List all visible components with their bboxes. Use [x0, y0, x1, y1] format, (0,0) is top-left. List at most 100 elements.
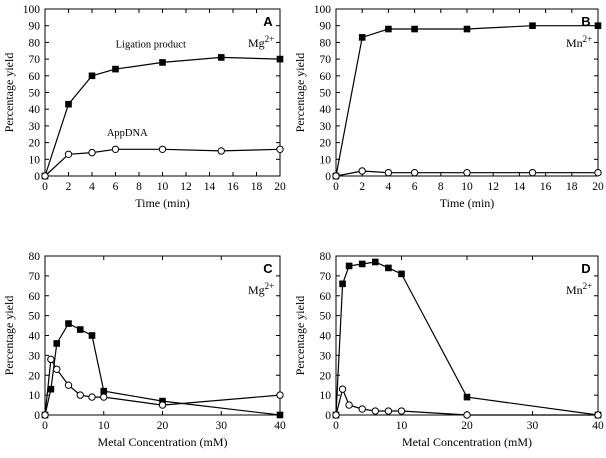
- data-point-square: [358, 260, 366, 268]
- data-point-circle: [397, 407, 406, 415]
- x-tick-label: 40: [274, 420, 286, 432]
- data-point-circle: [358, 167, 366, 175]
- data-point-square: [339, 280, 346, 288]
- data-point-square: [76, 326, 84, 333]
- data-point-square: [112, 65, 119, 73]
- panel-c: 0 10 20 30 40 50 60 70 80 0 10 20 30 40 Metal Concentr…: [2, 251, 286, 449]
- data-point-circle: [345, 401, 353, 409]
- panel-letter: C: [263, 261, 273, 276]
- y-tick-label: 70: [29, 271, 41, 283]
- data-point-circle: [111, 145, 120, 153]
- y-tick-label: 40: [320, 331, 332, 343]
- data-point-circle: [47, 355, 55, 364]
- x-tick-label: 10: [461, 181, 473, 193]
- x-tick-label: 4: [89, 181, 95, 193]
- panel-letter: D: [581, 261, 590, 276]
- y-tick-label: 30: [320, 121, 332, 133]
- x-tick-label: 20: [461, 420, 473, 432]
- series-annotation: Ligation product: [116, 39, 186, 50]
- series-appdna: [332, 385, 602, 419]
- data-point-square: [100, 387, 108, 395]
- y-tick-label: 90: [29, 21, 41, 33]
- y-tick-label: 20: [320, 138, 332, 150]
- y-axis-label: Percentage yield: [2, 53, 16, 133]
- data-point-square: [65, 320, 72, 327]
- data-point-square: [358, 34, 366, 41]
- data-point-circle: [594, 168, 602, 177]
- metal-symbol: Mn: [566, 36, 583, 50]
- y-tick-label: 30: [29, 350, 41, 362]
- plot-frame: [335, 255, 599, 416]
- y-axis-label: Percentage yield: [293, 296, 307, 376]
- data-point-square: [385, 25, 392, 33]
- panel-d: 0 10 20 30 40 50 60 70 80 0 10 20 30 40 Metal Concentr…: [293, 251, 604, 449]
- y-tick-label: 10: [29, 154, 41, 166]
- series-annotation: AppDNA: [107, 128, 148, 139]
- data-point-circle: [64, 381, 73, 389]
- panel-a: 0 10 20 30 40 50 60 70 80 90 100 0 2 4 6 8 10 12 14 16 18 20 T…: [2, 4, 286, 210]
- series-appdna: [332, 167, 602, 180]
- data-point-circle: [332, 172, 340, 180]
- data-point-square: [88, 72, 96, 80]
- data-point-circle: [463, 411, 471, 419]
- data-point-square: [345, 262, 353, 270]
- y-tick-label: 10: [320, 390, 332, 402]
- y-axis-label: Percentage yield: [2, 296, 16, 376]
- data-point-square: [529, 22, 536, 29]
- plot-frame: [335, 8, 599, 177]
- x-tick-label: 0: [42, 181, 48, 193]
- x-tick-label: 2: [359, 181, 365, 193]
- data-point-circle: [528, 168, 537, 177]
- y-tick-label: 90: [320, 21, 332, 33]
- y-tick-label: 70: [29, 54, 41, 66]
- data-point-square: [398, 270, 405, 278]
- y-tick-label: 70: [320, 271, 332, 283]
- data-point-circle: [88, 393, 96, 401]
- data-point-square: [463, 393, 471, 401]
- x-axis-label: Time (min): [440, 196, 495, 210]
- metal-symbol: Mn: [566, 283, 583, 297]
- y-tick-label: 60: [29, 71, 41, 83]
- data-point-circle: [76, 391, 84, 399]
- x-tick-label: 0: [333, 181, 339, 193]
- series-ligation-product: [41, 54, 284, 180]
- x-tick-label: 2: [66, 181, 72, 193]
- x-tick-label: 6: [113, 181, 119, 193]
- panel-letter: B: [581, 14, 590, 29]
- x-tick-label: 20: [157, 420, 169, 432]
- y-tick-label: 10: [320, 154, 332, 166]
- y-tick-label: 50: [29, 88, 41, 100]
- y-axis-label: Percentage yield: [293, 53, 307, 133]
- x-tick-label: 18: [566, 181, 578, 193]
- y-tick-label: 80: [29, 37, 41, 49]
- x-tick-label: 20: [274, 181, 286, 193]
- series-appdna: [41, 355, 284, 419]
- data-point-circle: [41, 411, 49, 419]
- data-point-circle: [410, 168, 419, 177]
- data-point-square: [276, 411, 284, 419]
- data-point-square: [372, 258, 379, 266]
- metal-charge: 2+: [583, 34, 593, 44]
- data-point-circle: [338, 385, 347, 393]
- x-tick-label: 16: [540, 181, 552, 193]
- x-tick-label: 20: [592, 181, 604, 193]
- data-point-square: [385, 264, 392, 272]
- x-tick-label: 18: [251, 181, 263, 193]
- data-point-square: [159, 59, 166, 66]
- y-tick-label: 50: [320, 88, 332, 100]
- metal-ion-label: Mn2+: [566, 34, 592, 50]
- data-point-square: [47, 385, 55, 393]
- y-tick-label: 50: [320, 311, 332, 323]
- x-tick-label: 0: [42, 420, 48, 432]
- data-point-circle: [276, 145, 284, 153]
- data-point-square: [276, 55, 284, 63]
- data-point-square: [411, 25, 418, 33]
- y-tick-label: 40: [320, 104, 332, 116]
- data-point-circle: [217, 147, 225, 155]
- data-point-circle: [88, 148, 96, 157]
- y-tick-label: 60: [320, 291, 332, 303]
- data-point-circle: [100, 393, 108, 401]
- x-tick-label: 10: [396, 420, 408, 432]
- data-point-square: [159, 397, 166, 405]
